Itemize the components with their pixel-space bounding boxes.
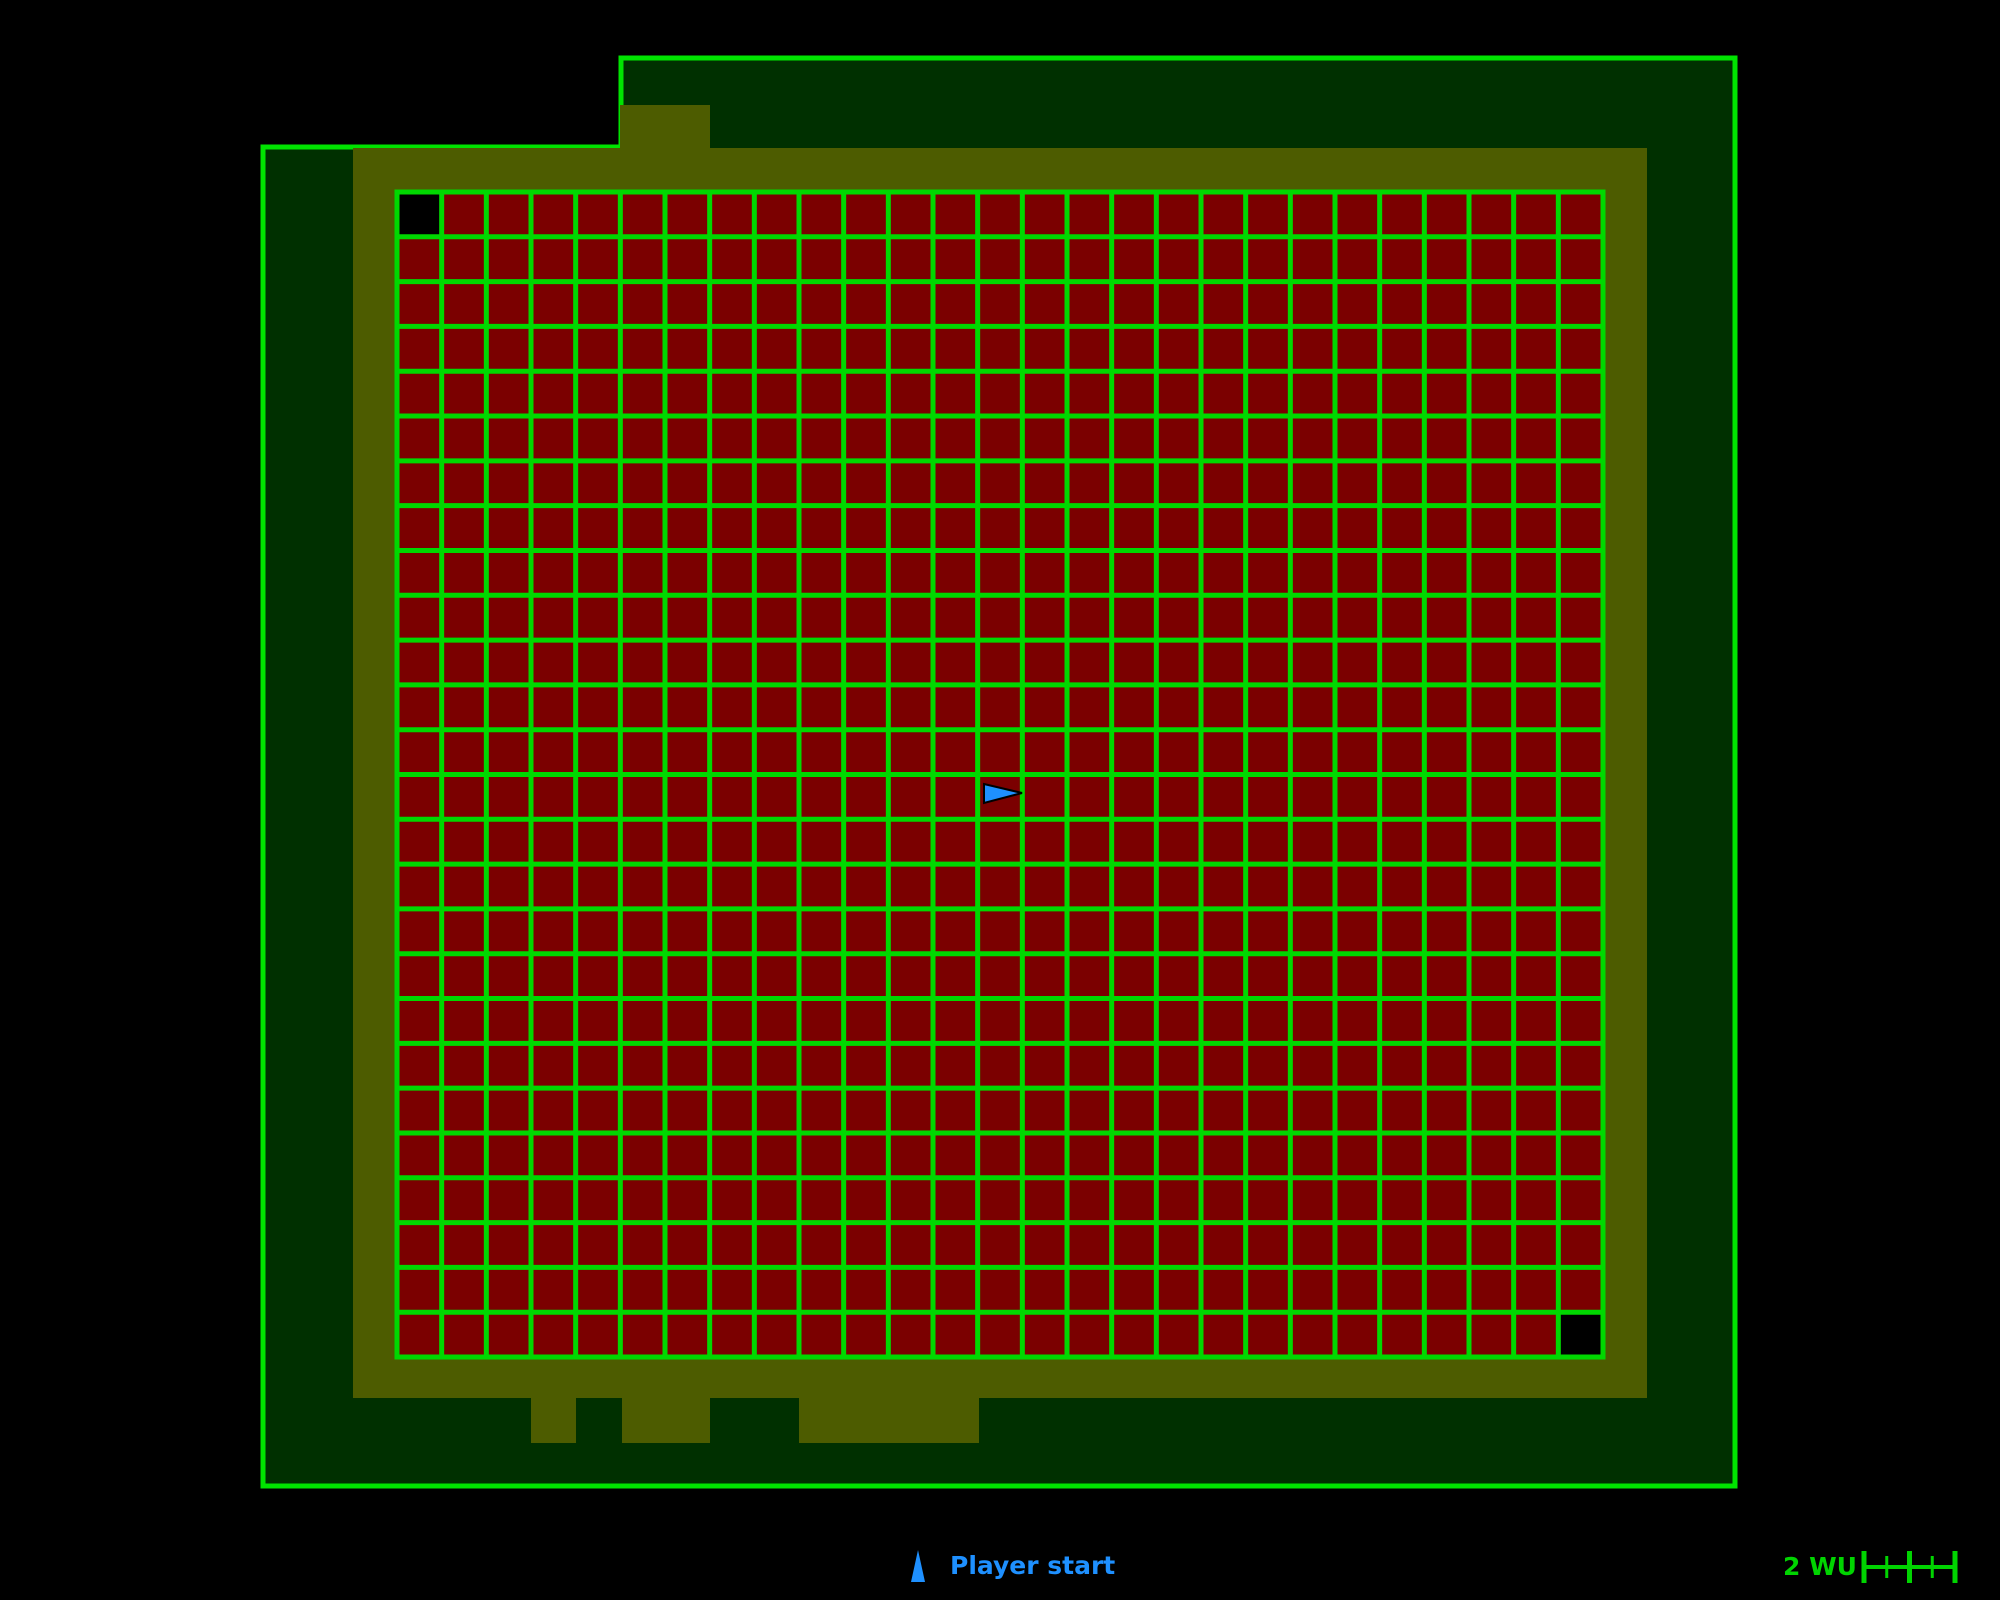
outer-floor-4	[799, 1398, 979, 1443]
scale-label: 2 WU	[1783, 1552, 1857, 1581]
black-cell-r25c26	[1558, 1312, 1603, 1357]
player-start-arrow	[983, 782, 1023, 805]
player-start-legend: Player start	[910, 1548, 1115, 1584]
player-start-icon	[911, 1550, 925, 1582]
map-scale: 2 WU	[1783, 1548, 1961, 1586]
player-start-label: Player start	[950, 1551, 1116, 1580]
outer-floor-1	[620, 105, 710, 148]
ruler-icon	[1861, 1551, 1958, 1583]
black-cell-r0c0	[397, 192, 442, 237]
player-start-icon-shape	[911, 1550, 925, 1582]
outer-floor-3	[622, 1398, 710, 1443]
outer-floor-2	[531, 1398, 576, 1443]
grid-border	[394, 189, 1606, 1360]
grid-lines	[397, 192, 1603, 1357]
